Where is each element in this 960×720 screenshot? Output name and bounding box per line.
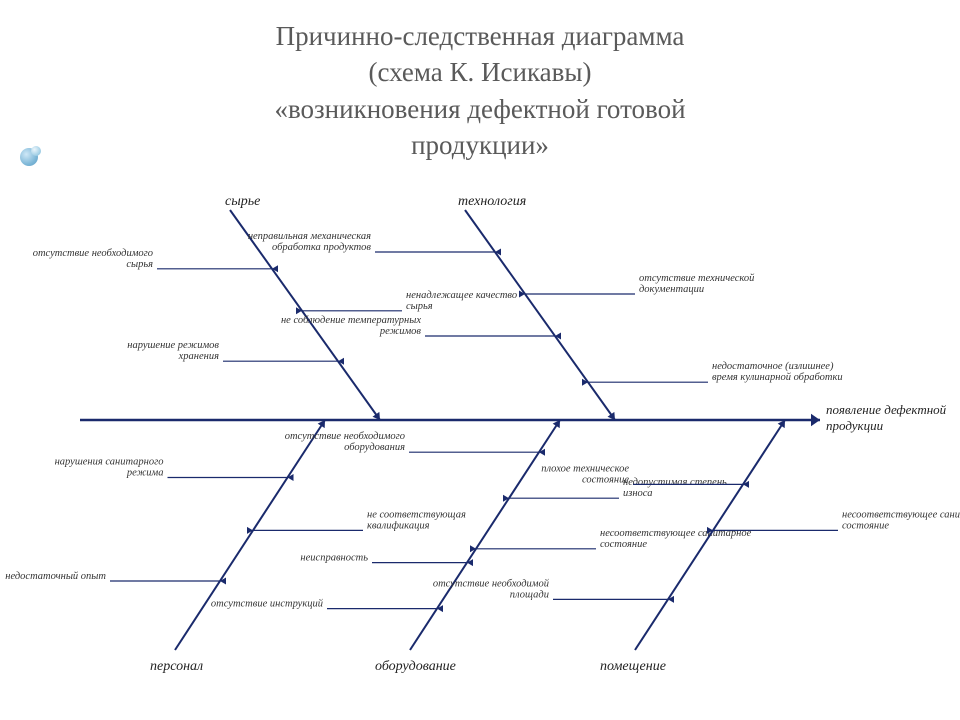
bone-tech (465, 210, 615, 420)
effect-label: появление дефектнойпродукции (826, 402, 947, 433)
cause-label: отсутствие техническойдокументации (639, 273, 755, 295)
cause-label: ненадлежащее качествосырья (406, 290, 517, 312)
cause-label: нарушения санитарногорежима (55, 457, 164, 479)
bone-label-room: помещение (600, 659, 666, 674)
cause-label: отсутствие необходимойплощади (433, 578, 550, 600)
cause-label: нарушение режимовхранения (127, 340, 219, 362)
cause-label: не соблюдение температурныхрежимов (281, 315, 421, 337)
bone-label-raw: сырье (225, 194, 260, 209)
cause-label: несоответствующее санитарноесостояние (600, 528, 752, 550)
cause-label: плохое техническоесостояние (541, 463, 629, 485)
spine-arrow-icon (811, 414, 820, 427)
cause-label: неправильная механическаяобработка проду… (248, 231, 372, 253)
cause-label: отсутствие необходимогосырья (33, 248, 153, 270)
cause-label: не соответствующаяквалификация (367, 509, 466, 531)
cause-label: недопустимая степеньизноса (623, 477, 727, 499)
bone-pers (175, 420, 325, 650)
bone-label-pers: персонал (150, 659, 203, 674)
cause-label: неисправность (300, 553, 368, 564)
cause-label: несоответствующее санитарноесостояние (842, 509, 960, 531)
cause-label: отсутствие необходимогооборудования (285, 431, 405, 453)
bone-equip (410, 420, 560, 650)
fishbone-diagram: появление дефектнойпродукции сырье отсутст… (0, 0, 960, 720)
cause-label: отсутствие инструкций (211, 599, 324, 610)
bone-label-tech: технология (458, 194, 526, 209)
cause-label: недостаточное (излишнее)время кулинарной… (712, 361, 843, 383)
bone-label-equip: оборудование (375, 659, 456, 674)
cause-label: недостаточный опыт (5, 571, 106, 582)
